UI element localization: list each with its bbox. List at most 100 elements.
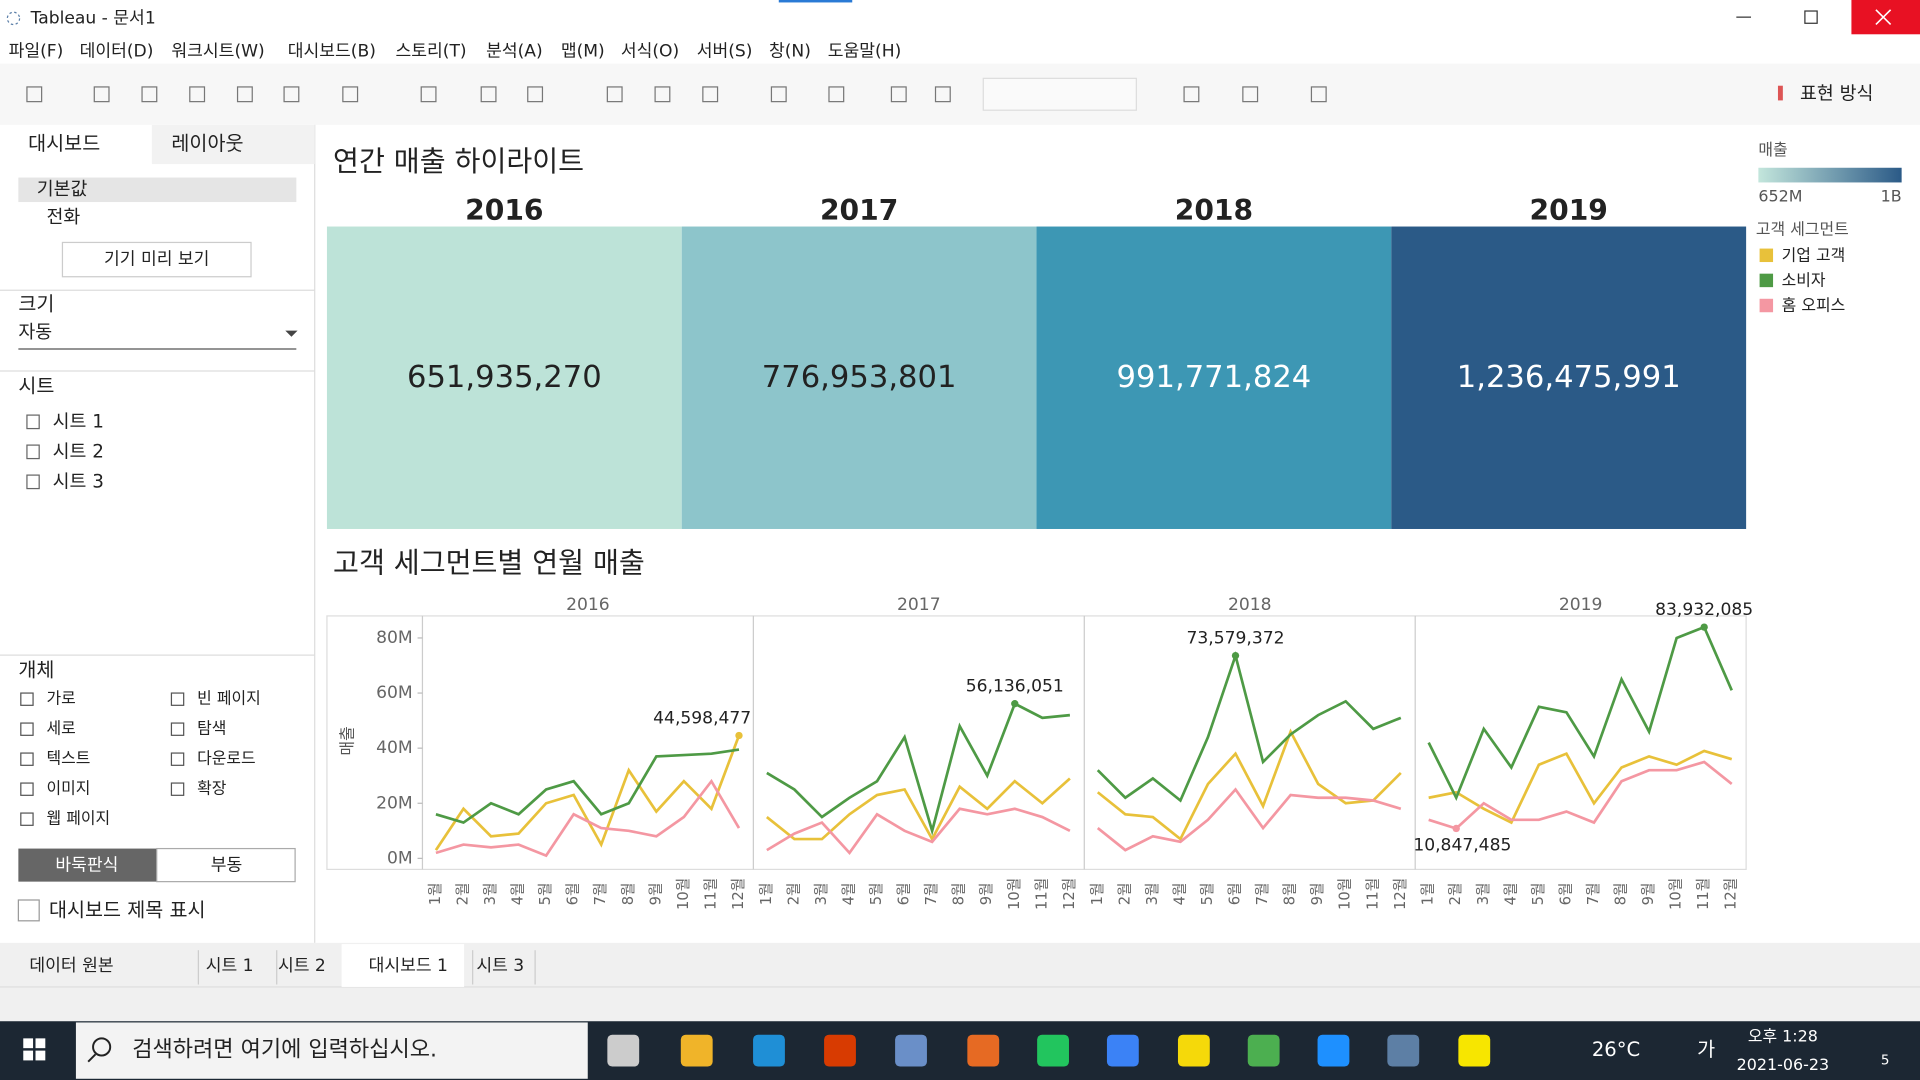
preview-button[interactable]: 기기 미리 보기	[104, 250, 209, 270]
toolbar-icon[interactable]	[189, 86, 206, 103]
search-icon	[92, 1037, 112, 1057]
taskbar-app[interactable]	[607, 1034, 640, 1067]
search-box[interactable]	[75, 1022, 588, 1079]
show-title-label[interactable]: 대시보드 제목 표시	[49, 899, 206, 922]
close-button[interactable]	[1851, 0, 1920, 35]
menu-item[interactable]: 맵(M)	[561, 41, 605, 61]
labeled-point	[1700, 623, 1708, 631]
sheet-tab[interactable]: 대시보드 1	[369, 956, 448, 976]
x-tick-label: 3월	[1144, 882, 1161, 905]
taskbar-app[interactable]	[753, 1034, 785, 1067]
sheet-tab[interactable]: 데이터 원본	[29, 956, 113, 976]
taskbar-app[interactable]	[895, 1034, 927, 1067]
sheet-item[interactable]: 시트 3	[53, 471, 104, 492]
object-item[interactable]: 웹 페이지	[47, 809, 111, 828]
toolbar-icon[interactable]	[1183, 86, 1200, 103]
tiled-button[interactable]	[18, 848, 157, 882]
menu-item[interactable]: 워크시트(W)	[171, 41, 264, 61]
menu-item[interactable]: 분석(A)	[486, 41, 543, 61]
toolbar-icon[interactable]	[283, 86, 300, 103]
restore-button[interactable]	[1804, 10, 1818, 24]
taskbar-app[interactable]	[680, 1034, 713, 1067]
toolbar-icon[interactable]	[654, 86, 671, 103]
object-item[interactable]: 탐색	[197, 719, 226, 738]
x-tick-label: 11월	[702, 878, 719, 910]
series-line	[1096, 787, 1402, 852]
checkbox[interactable]	[17, 899, 40, 922]
toolbar-dropdown[interactable]	[982, 77, 1137, 111]
layout-mode[interactable]: 바둑판식	[55, 856, 118, 876]
notification-count[interactable]: 5	[1881, 1053, 1890, 1068]
toolbar-icon[interactable]	[342, 86, 359, 103]
toolbar-icon[interactable]	[1310, 86, 1327, 103]
preview-button-box[interactable]	[61, 241, 252, 278]
object-item[interactable]: 다운로드	[197, 749, 256, 768]
sheet-tab[interactable]: 시트 2	[278, 956, 326, 976]
show-me-button[interactable]: 표현 방식	[1800, 83, 1873, 104]
start-button[interactable]	[23, 1038, 46, 1061]
menu-item[interactable]: 파일(F)	[9, 41, 64, 61]
menu-item[interactable]: 창(N)	[769, 41, 811, 61]
taskbar-app[interactable]	[1106, 1034, 1139, 1067]
toolbar-icon[interactable]	[702, 86, 719, 103]
toolbar-icon[interactable]	[828, 86, 845, 103]
object-item[interactable]: 가로	[47, 689, 76, 708]
series-line	[766, 701, 1071, 836]
cell-value: 651,935,270	[407, 360, 602, 395]
x-tick-label: 2월	[1447, 882, 1464, 905]
taskbar-app[interactable]	[1177, 1034, 1210, 1067]
object-item[interactable]: 세로	[47, 719, 76, 738]
toolbar-icon[interactable]	[606, 86, 623, 103]
toolbar-icon[interactable]	[480, 86, 497, 103]
y-tick-label: 80M	[376, 628, 413, 648]
menu-item[interactable]: 서버(S)	[697, 41, 753, 61]
menu-item[interactable]: 스토리(T)	[396, 41, 467, 61]
toolbar-icon[interactable]	[141, 86, 158, 103]
sheet-item[interactable]: 시트 1	[53, 411, 104, 432]
toolbar-icon[interactable]	[26, 86, 43, 103]
taskbar-app[interactable]	[1387, 1034, 1420, 1067]
series-line	[435, 778, 741, 858]
device-option[interactable]: 전화	[47, 207, 81, 228]
sheet-icon	[26, 444, 40, 460]
menu-item[interactable]: 데이터(D)	[80, 41, 154, 61]
device-option[interactable]: 기본값	[37, 179, 88, 200]
sheet-tab[interactable]: 시트 1	[206, 956, 254, 976]
search-placeholder: 검색하려면 여기에 입력하십시오.	[132, 1038, 437, 1063]
taskbar-app[interactable]	[1458, 1034, 1491, 1067]
clock-time: 오후 1:28	[1748, 1027, 1818, 1046]
toolbar-icon[interactable]	[420, 86, 437, 103]
legend-entry: 홈 오피스	[1782, 296, 1846, 315]
x-tick-label: 11월	[1033, 878, 1050, 910]
sheet-item[interactable]: 시트 2	[53, 441, 104, 462]
toolbar-icon[interactable]	[93, 86, 110, 103]
toolbar-icon[interactable]	[1242, 86, 1259, 103]
menu-item[interactable]: 대시보드(B)	[288, 41, 376, 61]
size-dropdown[interactable]	[285, 330, 298, 337]
floating-button[interactable]	[156, 847, 296, 883]
sheet-tab[interactable]: 시트 3	[476, 956, 524, 976]
toolbar-icon[interactable]	[527, 86, 544, 103]
size-value[interactable]: 자동	[18, 322, 52, 343]
object-item[interactable]: 확장	[197, 779, 227, 798]
panel-tab[interactable]: 레이아웃	[171, 132, 243, 155]
taskbar-app[interactable]	[1317, 1034, 1350, 1067]
toolbar-icon[interactable]	[890, 86, 907, 103]
panel-tab[interactable]: 대시보드	[28, 132, 100, 155]
taskbar-app[interactable]	[1037, 1034, 1069, 1067]
y-tick-label: 0M	[387, 848, 413, 868]
taskbar-app[interactable]	[1247, 1034, 1280, 1067]
object-item[interactable]: 텍스트	[47, 749, 91, 768]
menu-item[interactable]: 도움말(H)	[828, 41, 902, 61]
menu-item[interactable]: 서식(O)	[621, 41, 679, 61]
object-item[interactable]: 빈 페이지	[197, 689, 261, 708]
object-item[interactable]: 이미지	[47, 779, 91, 798]
toolbar-icon[interactable]	[236, 86, 253, 103]
taskbar-app[interactable]	[824, 1034, 856, 1067]
y-axis-label: 매출	[337, 726, 356, 755]
x-tick-label: 8월	[951, 882, 968, 905]
toolbar-icon[interactable]	[770, 86, 787, 103]
toolbar-icon[interactable]	[934, 86, 951, 103]
layout-mode[interactable]: 부동	[211, 856, 243, 876]
taskbar-app[interactable]	[967, 1034, 1000, 1067]
